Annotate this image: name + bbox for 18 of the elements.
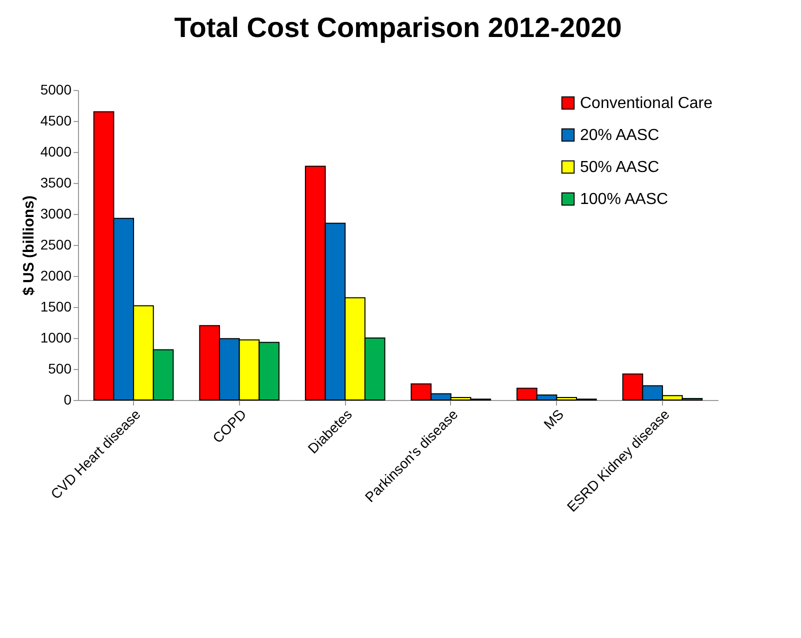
- y-tick-label: 4500: [40, 112, 72, 128]
- y-tick-label: 2000: [40, 268, 72, 284]
- y-tick-label: 0: [64, 392, 72, 408]
- y-tick-label: 4000: [40, 144, 72, 160]
- chart-title: Total Cost Comparison 2012-2020: [174, 12, 622, 43]
- legend-label: 100% AASC: [580, 191, 668, 208]
- y-tick-label: 2500: [40, 236, 72, 252]
- y-tick-label: 3000: [40, 206, 72, 222]
- y-tick-label: 5000: [40, 82, 72, 98]
- y-tick-label: 3500: [40, 174, 72, 190]
- legend-label: Conventional Care: [580, 95, 713, 112]
- x-tick-label: MS: [540, 406, 567, 432]
- legend-label: 20% AASC: [580, 127, 660, 144]
- legend-label: 50% AASC: [580, 159, 660, 176]
- y-axis-title: $ US (billions): [20, 195, 38, 296]
- y-tick-label: 500: [48, 360, 72, 376]
- y-tick-label: 1000: [40, 330, 72, 346]
- y-tick-label: 1500: [40, 298, 72, 314]
